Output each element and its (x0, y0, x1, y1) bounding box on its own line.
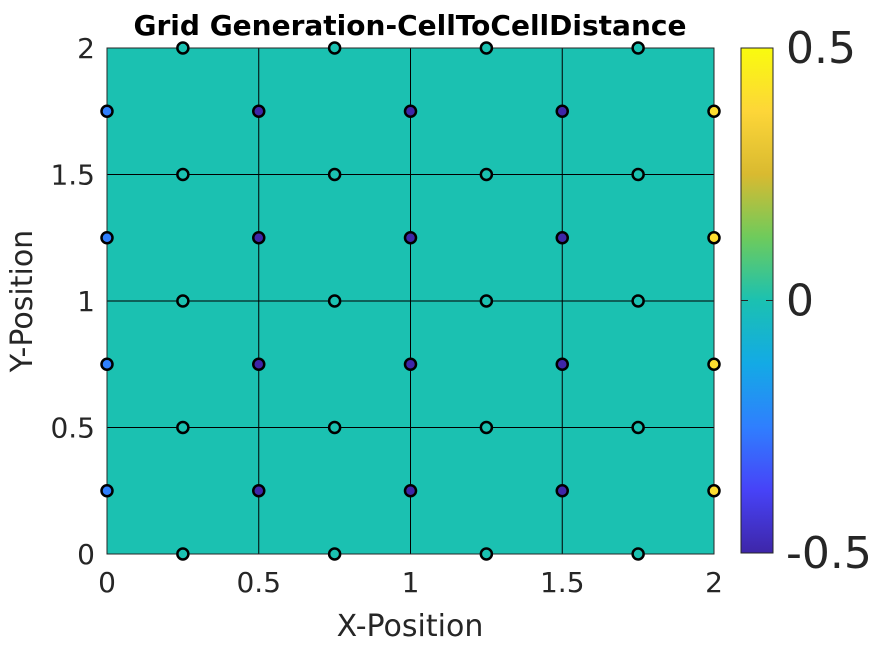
data-point (100, 231, 114, 245)
data-point (555, 231, 569, 245)
data-point (479, 41, 494, 55)
data-point (479, 167, 494, 182)
data-point (403, 231, 418, 245)
data-point (176, 167, 190, 182)
data-point (631, 167, 645, 182)
data-point (327, 547, 342, 561)
y-axis-label: Y-Position (5, 230, 40, 373)
x-tick-label: 1.5 (540, 566, 585, 599)
y-tick-label: 2 (77, 32, 95, 65)
data-point (707, 357, 721, 371)
x-tick-label: 0.5 (236, 566, 281, 599)
y-axis-ticks: 0 0.5 1 1.5 2 (50, 32, 95, 571)
y-tick-label: 1 (77, 285, 95, 318)
data-point (100, 357, 114, 371)
data-point (631, 294, 645, 308)
data-point (100, 484, 114, 498)
y-tick-label: 0 (77, 538, 95, 571)
data-point (100, 104, 114, 118)
data-point (707, 231, 721, 245)
colorbar-tick-label: 0.5 (786, 23, 856, 74)
data-point (555, 104, 569, 118)
data-point (327, 294, 342, 308)
data-point (479, 294, 494, 308)
chart-title: Grid Generation-CellToCellDistance (134, 9, 687, 42)
data-point (252, 231, 266, 245)
colorbar-tick-label: -0.5 (786, 528, 872, 579)
data-point (252, 484, 266, 498)
data-point (327, 41, 342, 55)
data-point (252, 357, 266, 371)
x-axis-ticks: 0 0.5 1 1.5 2 (98, 566, 723, 599)
data-point (403, 104, 418, 118)
colorbar-tick-label: 0 (786, 276, 814, 327)
x-tick-label: 2 (705, 566, 723, 599)
data-points (100, 41, 721, 561)
x-tick-label: 0 (98, 566, 116, 599)
plot-frame (106, 47, 715, 555)
data-point (176, 547, 190, 561)
data-point (707, 484, 721, 498)
data-point (176, 420, 190, 435)
y-tick-label: 1.5 (50, 159, 95, 192)
data-point (707, 104, 721, 118)
data-point (631, 420, 645, 435)
data-point (631, 41, 645, 55)
data-point (479, 420, 494, 435)
data-point (176, 41, 190, 55)
data-point (479, 547, 494, 561)
data-point (403, 484, 418, 498)
x-tick-label: 1 (402, 566, 420, 599)
data-point (631, 547, 645, 561)
data-point (327, 167, 342, 182)
data-point (555, 484, 569, 498)
data-point (327, 420, 342, 435)
colorbar-ticks: 0.5 0 -0.5 (741, 23, 872, 579)
data-point (176, 294, 190, 308)
data-point (403, 357, 418, 371)
x-axis-label: X-Position (337, 609, 484, 644)
data-point (555, 357, 569, 371)
data-point (252, 104, 266, 118)
y-tick-label: 0.5 (50, 412, 95, 445)
